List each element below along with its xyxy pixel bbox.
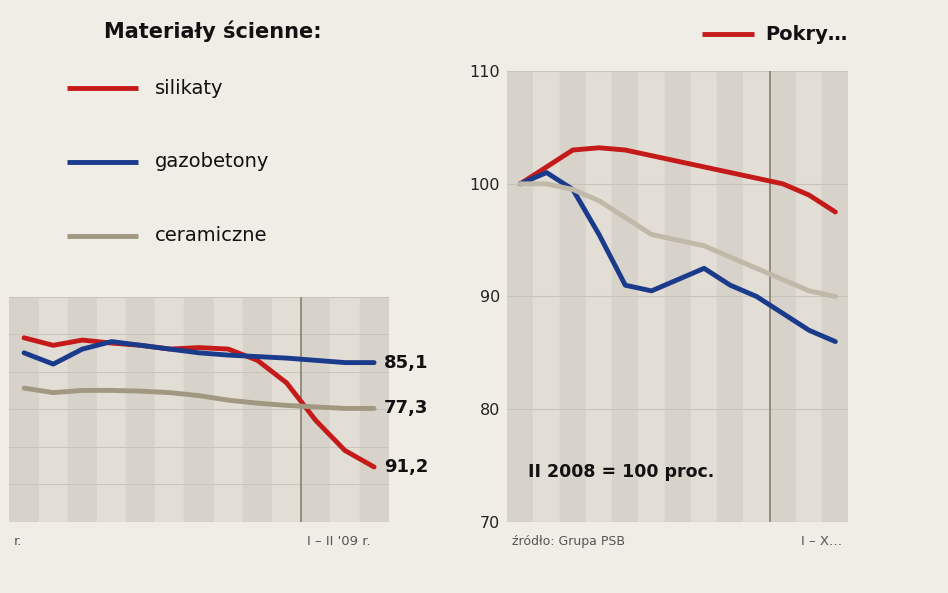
Bar [301,296,330,522]
Bar [272,296,301,522]
Bar [612,71,638,522]
Bar [770,71,796,522]
Text: silikaty: silikaty [155,79,223,98]
Bar [822,71,848,522]
Text: 91,2: 91,2 [384,458,428,476]
Text: Pokry…: Pokry… [765,25,848,44]
Bar [559,71,586,522]
Bar [691,71,718,522]
Text: Materiały ścienne:: Materiały ścienne: [104,20,322,42]
Text: 85,1: 85,1 [384,353,428,372]
Bar [718,71,743,522]
Bar [39,296,68,522]
Bar [507,71,534,522]
Bar [743,71,770,522]
Bar [330,296,359,522]
Bar [68,296,97,522]
Text: źródło: Grupa PSB: źródło: Grupa PSB [512,535,625,548]
Bar [534,71,559,522]
Text: II 2008 = 100 proc.: II 2008 = 100 proc. [528,463,714,482]
Bar [126,296,155,522]
Text: Mater…: Mater… [765,99,849,118]
Bar [97,296,126,522]
Text: Stola…: Stola… [765,174,842,193]
Bar [586,71,612,522]
Bar [796,71,822,522]
Bar [9,296,39,522]
Bar [665,71,691,522]
Text: I – X…: I – X… [801,535,842,548]
Bar [638,71,665,522]
Text: ceramiczne: ceramiczne [155,226,267,245]
Bar [243,296,272,522]
Bar [155,296,185,522]
Bar [213,296,243,522]
Bar [359,296,389,522]
Text: 77,3: 77,3 [384,400,428,417]
Text: r.: r. [14,535,23,548]
Text: gazobetony: gazobetony [155,152,269,171]
Bar [185,296,213,522]
Text: I – II '09 r.: I – II '09 r. [306,535,370,548]
